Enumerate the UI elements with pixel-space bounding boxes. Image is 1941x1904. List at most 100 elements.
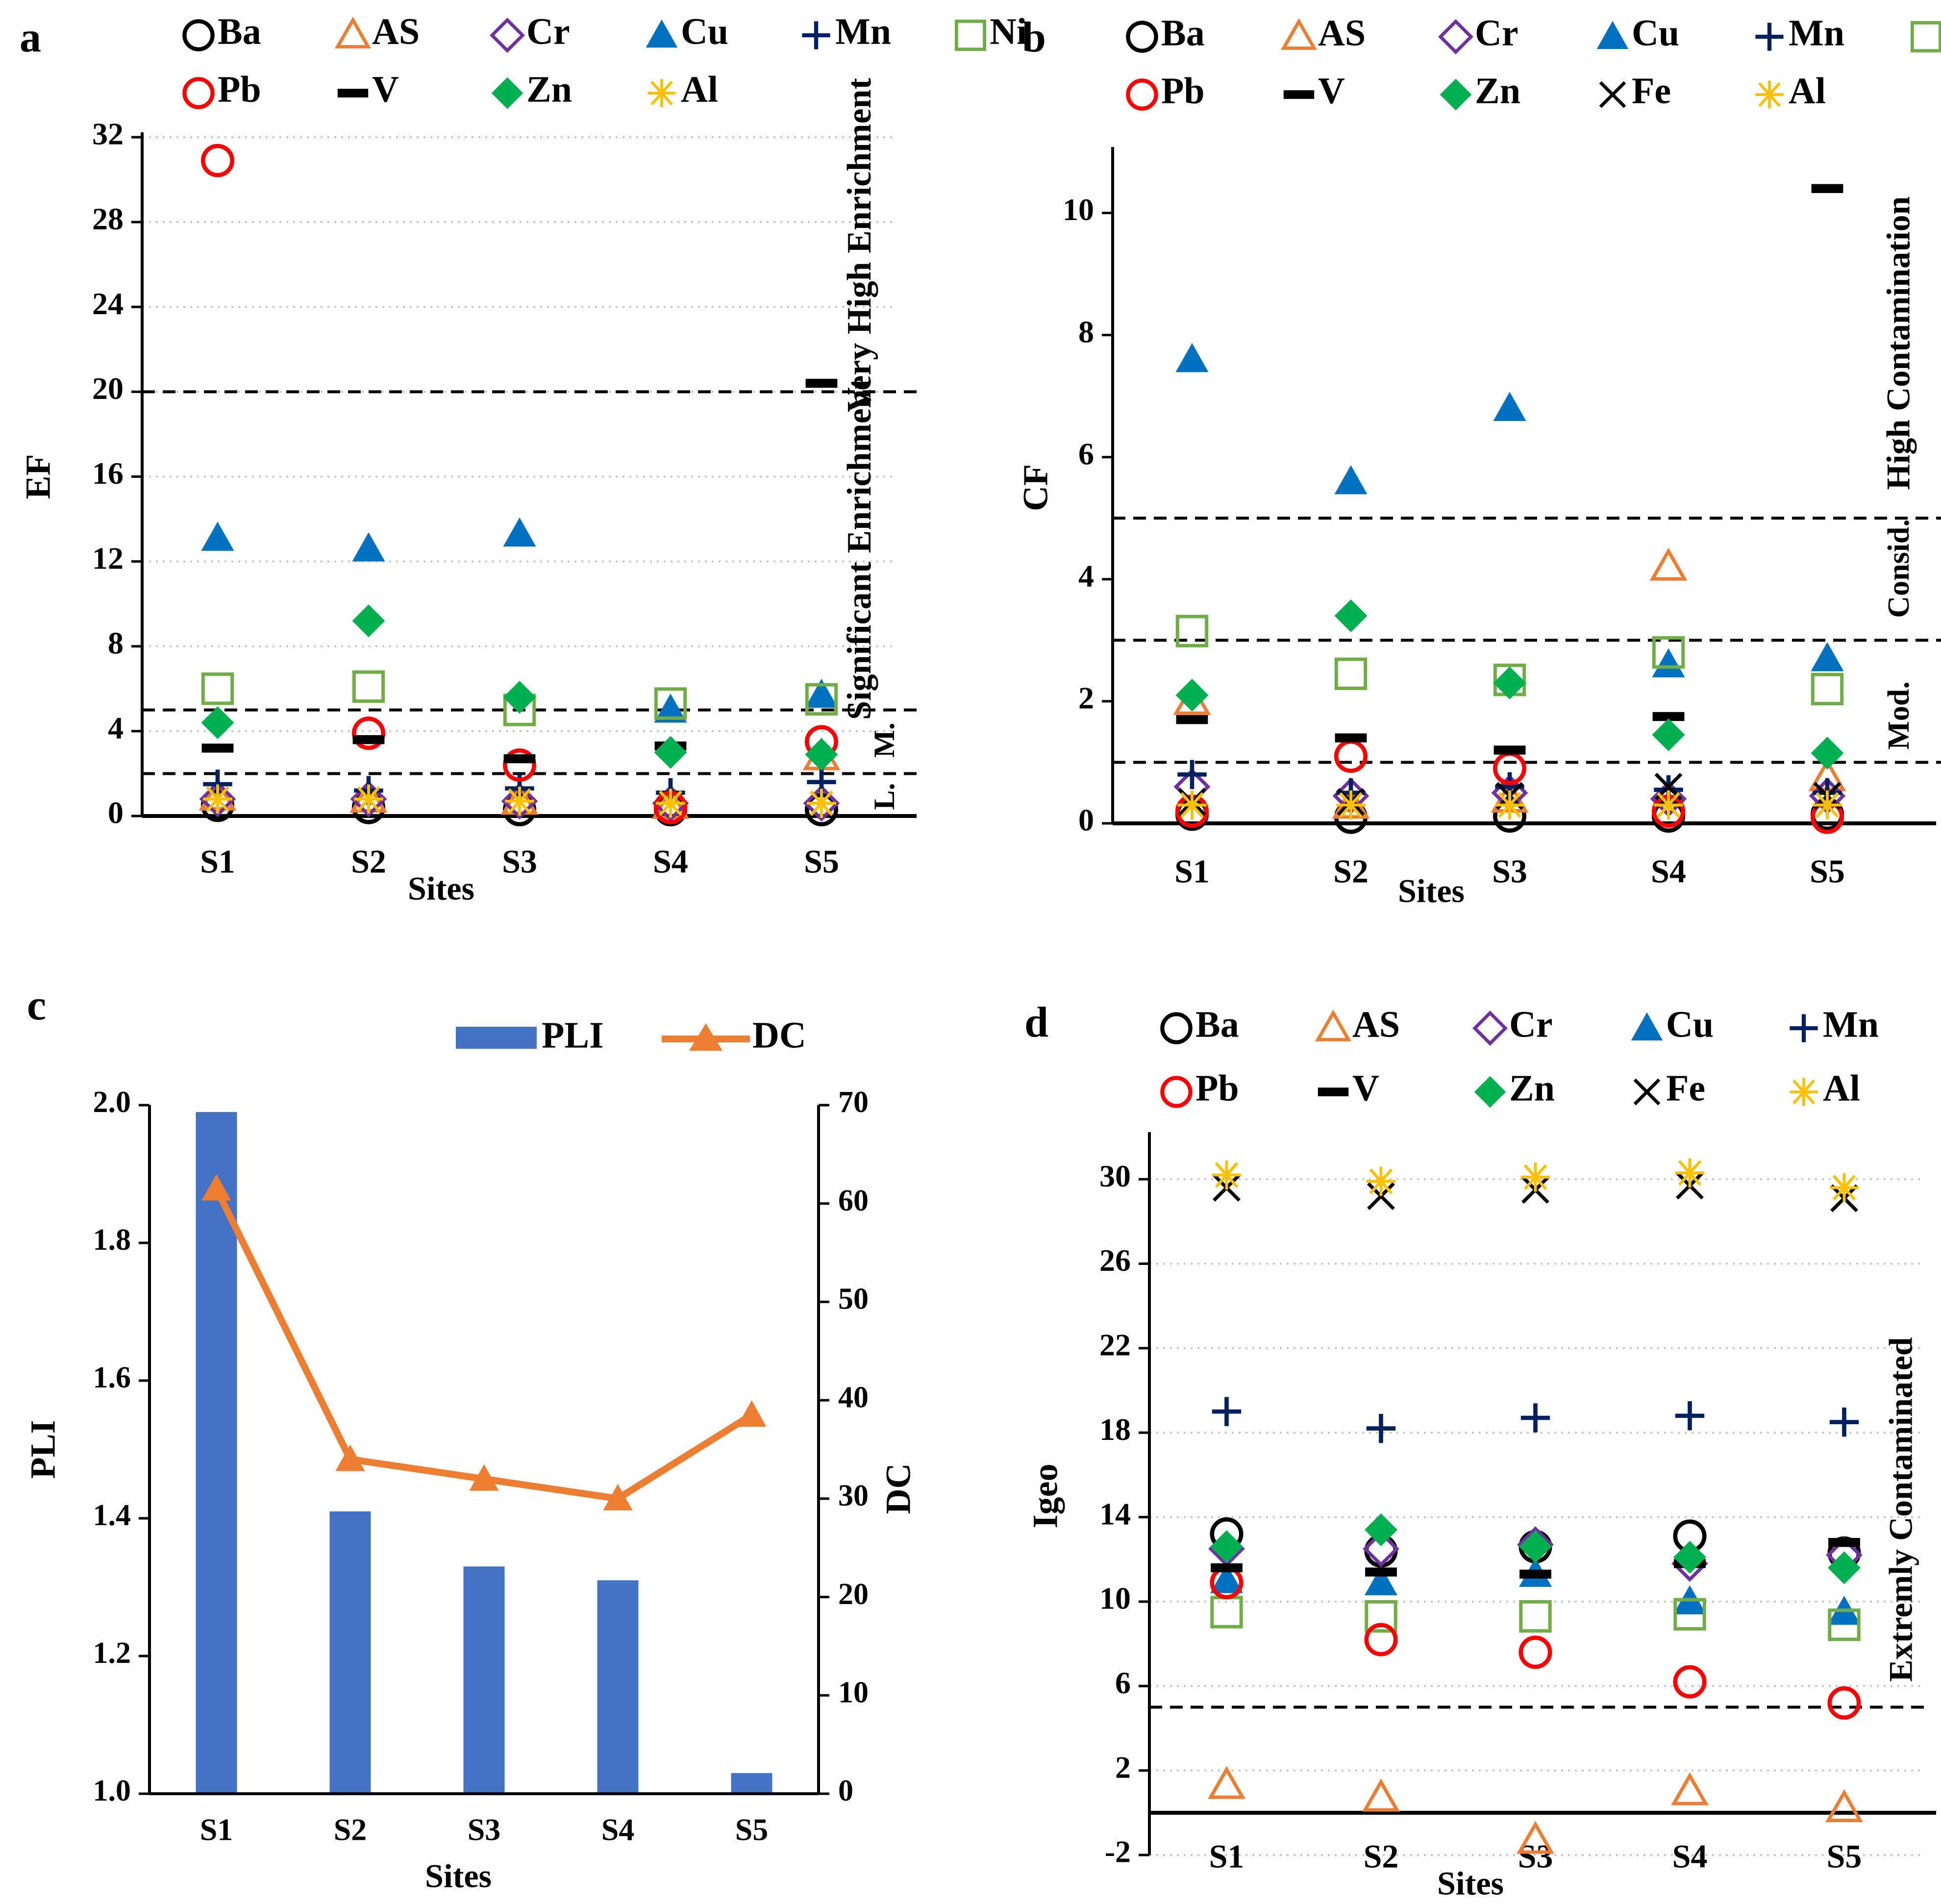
marker-ni — [201, 672, 234, 705]
legend-item-cr: Cr — [1472, 1004, 1553, 1046]
y-tick-label-right: 20 — [838, 1578, 869, 1611]
marker-dc — [603, 1484, 633, 1510]
legend-label: Cr — [1509, 1004, 1553, 1045]
y-tick-label: 6 — [1078, 436, 1094, 471]
marker-ni — [955, 20, 986, 51]
x-tick-label: S4 — [653, 843, 688, 880]
y-tick-label: 2 — [1078, 681, 1094, 716]
marker-pb — [1160, 1076, 1193, 1108]
bar-pli — [731, 1773, 772, 1794]
series-cu — [1210, 1558, 1861, 1625]
marker-ni — [1911, 21, 1941, 52]
marker-al — [1755, 80, 1784, 109]
legend-label: Ba — [218, 11, 261, 52]
marker-mn — [802, 21, 830, 49]
marker-v — [1176, 715, 1208, 724]
legend-label: Al — [681, 69, 718, 110]
y-tick-label-left: 1.2 — [93, 1636, 131, 1670]
marker-v — [1519, 1569, 1551, 1579]
marker-pb — [200, 144, 235, 177]
legend-label: Pb — [1195, 1067, 1239, 1109]
y-tick-label: 2 — [1115, 1750, 1131, 1784]
y-tick-label: 8 — [108, 625, 124, 660]
y-tick-label-left: 1.4 — [93, 1499, 131, 1532]
marker-zn — [1210, 1530, 1243, 1563]
marker-ni — [654, 687, 687, 720]
marker-v — [1318, 1088, 1349, 1096]
y-tick-label-left: 2.0 — [93, 1086, 131, 1119]
marker-cr — [1472, 1011, 1508, 1046]
x-tick-label: S4 — [1672, 1838, 1708, 1875]
marker-zn — [491, 77, 523, 109]
legend-item-cu: Cu — [1596, 12, 1679, 53]
x-tick-label: S4 — [601, 1812, 635, 1847]
panel-letter: d — [1024, 999, 1048, 1046]
annotation-significant: Significant Enrichment — [841, 378, 878, 720]
marker-as — [1649, 547, 1688, 581]
legend-item-mn: Mn — [802, 11, 891, 52]
x-tick-label: S1 — [1174, 853, 1210, 890]
marker-ba — [1160, 1012, 1193, 1044]
series-al — [1212, 1158, 1859, 1203]
marker-ba — [1126, 21, 1158, 53]
marker-cu — [805, 678, 838, 708]
marker-ni — [1811, 672, 1844, 706]
marker-pb — [351, 717, 386, 750]
marker-pb — [502, 748, 537, 782]
y-axis-label: Igeo — [1026, 1464, 1065, 1529]
legend-item-al: Al — [647, 69, 718, 110]
marker-cu — [352, 532, 385, 562]
line-dc — [213, 1187, 754, 1502]
x-axis-label: Sites — [408, 870, 474, 907]
marker-v — [1283, 90, 1315, 99]
marker-cr — [803, 785, 840, 822]
annotation-extremely: Extremly Contaminated — [1882, 1337, 1919, 1681]
marker-ni — [1175, 615, 1209, 647]
marker-ni — [1652, 636, 1685, 669]
legend-item-pb: Pb — [1126, 70, 1205, 111]
series-ni — [1210, 1596, 1861, 1641]
legend-item-zn: Zn — [1474, 1067, 1555, 1109]
legend-item-ba: Ba — [182, 11, 261, 52]
marker-al — [1520, 1162, 1550, 1192]
panel-d: dBaASCrCuMnNiPbVZnFeAl-226101418222630S1… — [1024, 999, 1936, 1902]
marker-zn — [1365, 1513, 1397, 1546]
marker-v — [503, 754, 536, 764]
panel-b: b Ba AS Cr Cu Mn Ni Pb V Zn Fe Al 0 2 4 6 8 10 S1 S2 S3 S4 S5 S… — [1016, 12, 1941, 910]
marker-pb — [1364, 1623, 1398, 1657]
series-as — [1208, 1766, 1863, 1854]
legend-item-fe: Fe — [1599, 70, 1671, 111]
bar-pli — [597, 1580, 639, 1794]
marker-cr — [490, 18, 525, 53]
series-ni — [201, 670, 838, 726]
marker-al — [1675, 1158, 1705, 1187]
x-tick-label: S5 — [1810, 853, 1845, 890]
marker-cu — [1631, 1012, 1663, 1040]
legend-label: Fe — [1666, 1067, 1705, 1109]
marker-cu — [201, 521, 234, 551]
marker-al — [1336, 790, 1366, 820]
legend-item-cu: Cu — [646, 11, 728, 52]
marker-v — [1652, 712, 1685, 721]
marker-zn — [1334, 599, 1368, 633]
marker-dc — [737, 1400, 767, 1427]
y-tick-label-right: 10 — [838, 1676, 869, 1709]
marker-cu — [654, 693, 687, 723]
x-tick-label: S1 — [200, 1812, 233, 1847]
legend-item-mn: Mn — [1790, 1004, 1879, 1045]
marker-cr — [1438, 19, 1473, 54]
legend-label: Cr — [526, 11, 570, 52]
y-tick-label-left: 1.0 — [93, 1774, 131, 1807]
y-tick-label-right: 30 — [838, 1479, 869, 1512]
x-tick-label: S5 — [804, 843, 839, 880]
legend-label: PLI — [542, 1014, 604, 1056]
legend-label: Ni — [990, 11, 1027, 52]
bar-pli — [329, 1511, 371, 1794]
x-tick-label: S3 — [502, 843, 537, 880]
x-tick-label: S4 — [1651, 853, 1686, 890]
legend-item-cr: Cr — [490, 11, 570, 53]
legend-label: V — [1318, 70, 1345, 111]
marker-v — [352, 735, 385, 744]
legend-label: Mn — [1823, 1004, 1879, 1045]
